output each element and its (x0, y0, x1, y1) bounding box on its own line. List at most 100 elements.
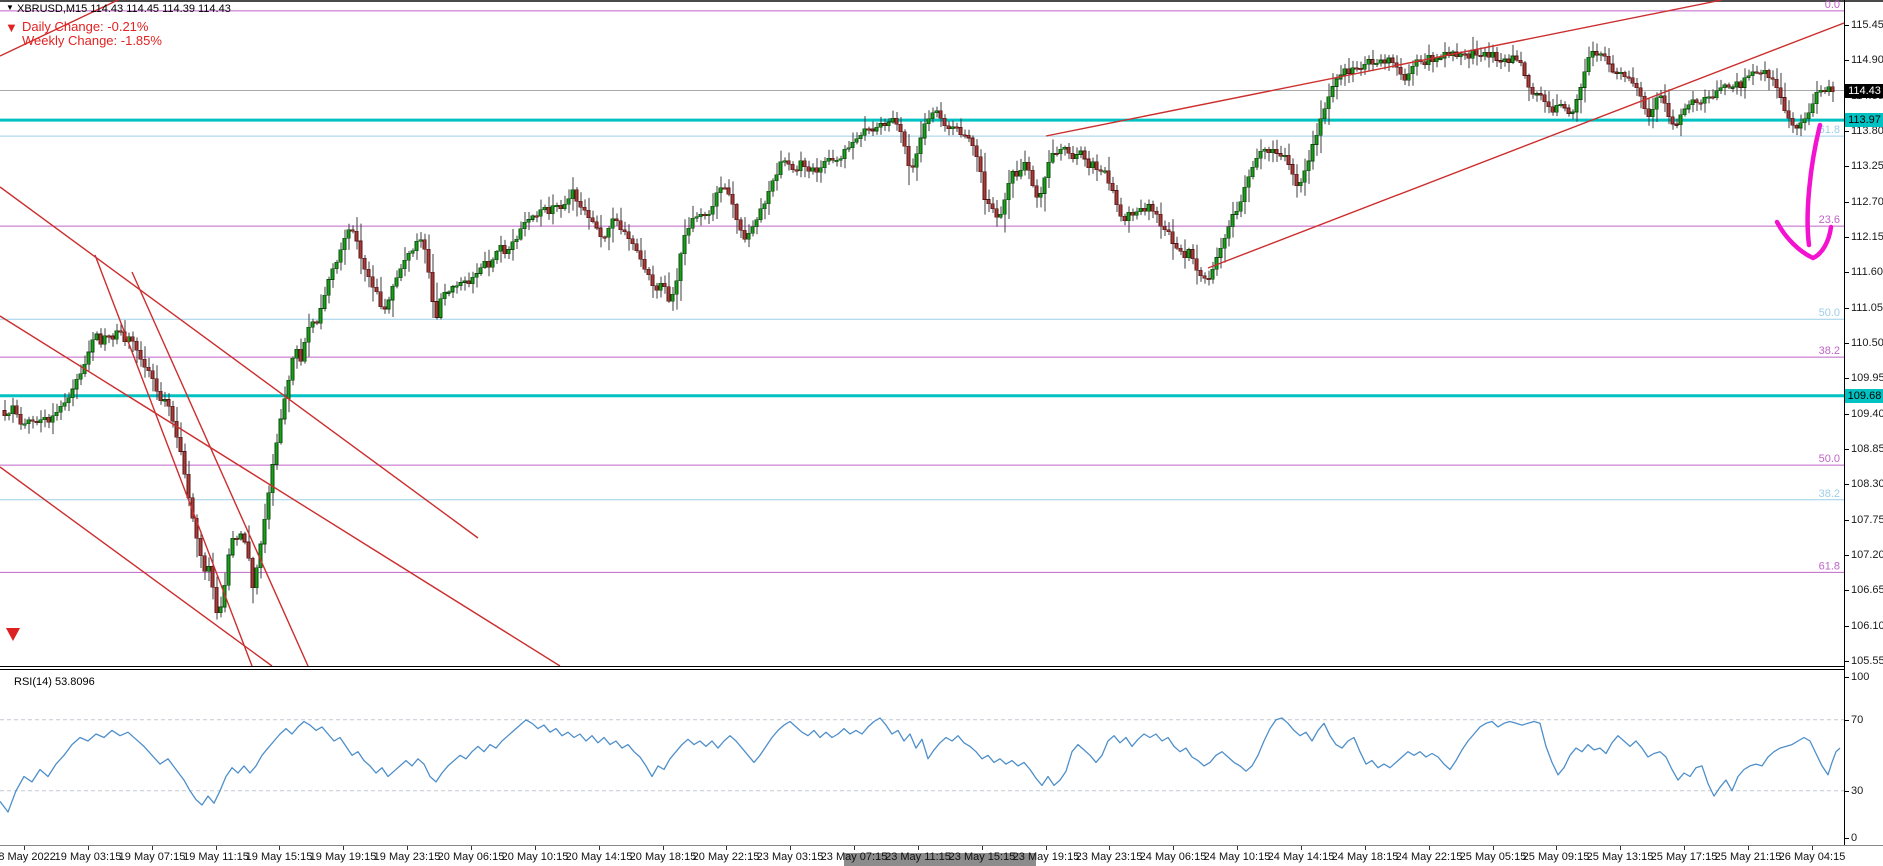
price-axis-label: 105.55 (1851, 655, 1883, 667)
time-tick (1109, 846, 1110, 850)
axis-tick (1845, 60, 1849, 61)
time-tick (216, 846, 217, 850)
time-axis-label: 25 May 05:15 (1459, 851, 1527, 863)
axis-tick (1845, 626, 1849, 627)
axis-tick (1845, 838, 1849, 839)
axis-tick (1845, 555, 1849, 556)
price-axis-label: 111.60 (1851, 266, 1883, 278)
time-axis-label: 24 May 14:15 (1267, 851, 1335, 863)
axis-tick (1845, 343, 1849, 344)
price-axis-label: 107.75 (1851, 514, 1883, 526)
time-axis-label: 23 May 19:15 (1012, 851, 1080, 863)
red-trendline-2[interactable] (131, 271, 309, 666)
price-axis-label: 106.65 (1851, 584, 1883, 596)
red-trendline-6[interactable] (1045, 0, 1723, 137)
axis-tick (1845, 449, 1849, 450)
time-tick (1046, 846, 1047, 850)
fib-purple-label: 61.8 (1819, 560, 1840, 572)
red-trendline-3[interactable] (0, 186, 479, 539)
time-axis-label: 19 May 19:15 (309, 851, 377, 863)
price-tag-113.97: 113.97 (1845, 113, 1883, 127)
time-tick (152, 846, 153, 850)
axis-tick (1845, 661, 1849, 662)
horizontal-scrollbar-thumb[interactable] (844, 853, 1036, 866)
price-tag-114.43: 114.43 (1845, 84, 1883, 98)
time-tick (535, 846, 536, 850)
candle-wicks (4, 36, 1834, 620)
time-tick (1556, 846, 1557, 850)
time-tick (1173, 846, 1174, 850)
time-axis-label: 19 May 23:15 (373, 851, 441, 863)
time-axis-label: 24 May 10:15 (1203, 851, 1271, 863)
pane-separator-line2 (0, 669, 1844, 670)
axis-tick (1845, 131, 1849, 132)
time-tick (88, 846, 89, 850)
price-axis-label: 114.90 (1851, 54, 1883, 66)
axis-tick (1845, 720, 1849, 721)
price-chart-pane[interactable]: 61.8 50.0 38.2 0.0 23.6 38.2 50.0 61.8 (0, 0, 1844, 666)
time-tick (279, 846, 280, 850)
red-trendline-0[interactable] (0, 0, 119, 57)
time-tick (918, 846, 919, 850)
rsi-axis-label: 0 (1851, 832, 1858, 844)
magenta-freehand-arrow[interactable] (1774, 122, 1834, 261)
price-axis-label: 110.50 (1851, 337, 1883, 349)
time-tick (1684, 846, 1685, 850)
time-axis-label: 26 May 04:15 (1778, 851, 1846, 863)
red-trendline-1[interactable] (94, 254, 253, 666)
time-axis-label: 23 May 03:15 (756, 851, 824, 863)
weekly-change-label: Weekly Change: -1.85% (22, 33, 162, 48)
time-tick (1237, 846, 1238, 850)
time-tick (24, 846, 25, 850)
rsi-axis-label: 70 (1851, 714, 1864, 726)
symbol-ohlc-line: ▼ XBRUSD,M15 114.43 114.45 114.39 114.43 (6, 3, 231, 15)
time-tick (471, 846, 472, 850)
time-axis-label: 19 May 07:15 (118, 851, 186, 863)
red-down-arrow-marker[interactable] (6, 628, 20, 641)
time-tick (1365, 846, 1366, 850)
time-axis-label: 24 May 22:15 (1395, 851, 1463, 863)
price-axis-label: 108.85 (1851, 443, 1883, 455)
rsi-indicator-pane[interactable] (0, 670, 1844, 845)
time-axis-label: 19 May 03:15 (54, 851, 122, 863)
time-axis-label: 24 May 18:15 (1331, 851, 1399, 863)
daily-change-label: Daily Change: -0.21% (22, 19, 149, 34)
red-trendline-7[interactable] (1207, 22, 1844, 269)
price-axis-label: 107.20 (1851, 549, 1883, 561)
time-axis-label: 23 May 15:15 (948, 851, 1016, 863)
price-axis-label: 115.45 (1851, 19, 1883, 31)
red-trendline-5[interactable] (0, 466, 273, 666)
red-trendline-4[interactable] (0, 315, 561, 666)
time-tick (1493, 846, 1494, 850)
symbol-dropdown-caret-icon[interactable]: ▼ (6, 3, 14, 12)
time-tick (343, 846, 344, 850)
symbol-ohlc-text: XBRUSD,M15 114.43 114.45 114.39 114.43 (16, 3, 231, 15)
price-tag-109.68: 109.68 (1845, 389, 1883, 403)
fib-lightblue-label: 38.2 (1819, 488, 1840, 500)
price-axis-label: 113.80 (1851, 125, 1883, 137)
price-axis[interactable]: 115.45114.90114.35113.80113.25112.70112.… (1844, 0, 1883, 845)
time-tick (1812, 846, 1813, 850)
fib-purple-label: 38.2 (1819, 345, 1840, 357)
price-axis-label: 111.05 (1851, 302, 1883, 314)
axis-tick (1845, 202, 1849, 203)
time-axis-label: 25 May 09:15 (1522, 851, 1590, 863)
fib-purple-label: 23.6 (1819, 214, 1840, 226)
candle-bodies (2, 49, 1835, 614)
axis-tick (1845, 237, 1849, 238)
time-tick (599, 846, 600, 850)
time-axis-label: 20 May 06:15 (437, 851, 505, 863)
axis-tick (1845, 272, 1849, 273)
axis-tick (1845, 414, 1849, 415)
time-axis-label: 18 May 2022 (0, 851, 56, 863)
pane-separator[interactable] (0, 666, 1844, 667)
axis-tick (1845, 308, 1849, 309)
axis-tick (1845, 378, 1849, 379)
time-tick (854, 846, 855, 850)
rsi-indicator-label: RSI(14) 53.8096 (14, 676, 95, 688)
axis-tick (1845, 484, 1849, 485)
axis-tick (1845, 590, 1849, 591)
price-axis-label: 106.10 (1851, 620, 1883, 632)
fib-purple-label: 0.0 (1825, 0, 1840, 11)
